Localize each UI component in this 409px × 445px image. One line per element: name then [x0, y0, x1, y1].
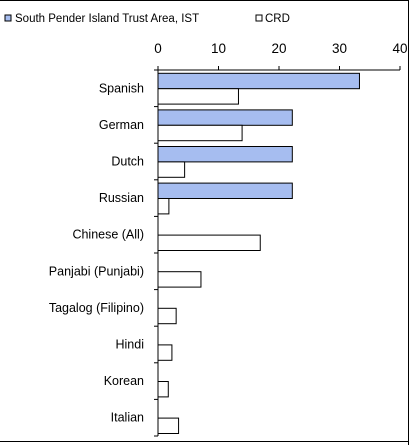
category-label: Hindi: [116, 338, 145, 352]
bar-crd: [157, 271, 202, 288]
x-axis: 0 10 20 30 40: [154, 41, 408, 437]
bar-south-pender: [157, 109, 293, 126]
category-label: Panjabi (Punjabi): [49, 264, 144, 278]
category-label: Russian: [99, 191, 144, 205]
bar-crd: [157, 198, 170, 215]
legend-swatch: [4, 14, 12, 22]
x-tick-label: 20: [271, 41, 286, 56]
bars: [157, 72, 360, 435]
x-tick-label: 40: [392, 41, 407, 56]
category-label: German: [99, 118, 144, 132]
category-label: Chinese (All): [72, 228, 144, 242]
bar-south-pender: [157, 72, 360, 90]
category-label: Korean: [104, 374, 144, 388]
legend-swatch: [255, 14, 263, 22]
category-label: Italian: [111, 411, 144, 425]
bar-crd: [157, 161, 186, 178]
category-labels: Spanish German Dutch Russian Chinese (All) Pa…: [49, 81, 144, 424]
bar-crd: [157, 88, 239, 105]
category-label: Dutch: [111, 155, 144, 169]
x-tick-label: 10: [211, 41, 226, 56]
x-tick-label: 0: [154, 41, 162, 56]
legend-label: CRD: [265, 13, 290, 25]
category-label: Tagalog (Filipino): [49, 301, 144, 315]
bar-crd: [157, 344, 173, 361]
legend: South Pender Island Trust Area, IST CRD: [4, 13, 290, 25]
bar-crd: [157, 124, 243, 142]
bar-south-pender: [157, 182, 293, 200]
category-label: Spanish: [99, 81, 144, 95]
legend-label: South Pender Island Trust Area, IST: [15, 13, 199, 25]
bar-crd: [157, 417, 180, 435]
x-tick-label: 30: [332, 41, 347, 56]
bar-crd: [157, 381, 169, 398]
bar-crd: [157, 234, 261, 252]
bar-crd: [157, 307, 177, 325]
bar-south-pender: [157, 146, 293, 163]
